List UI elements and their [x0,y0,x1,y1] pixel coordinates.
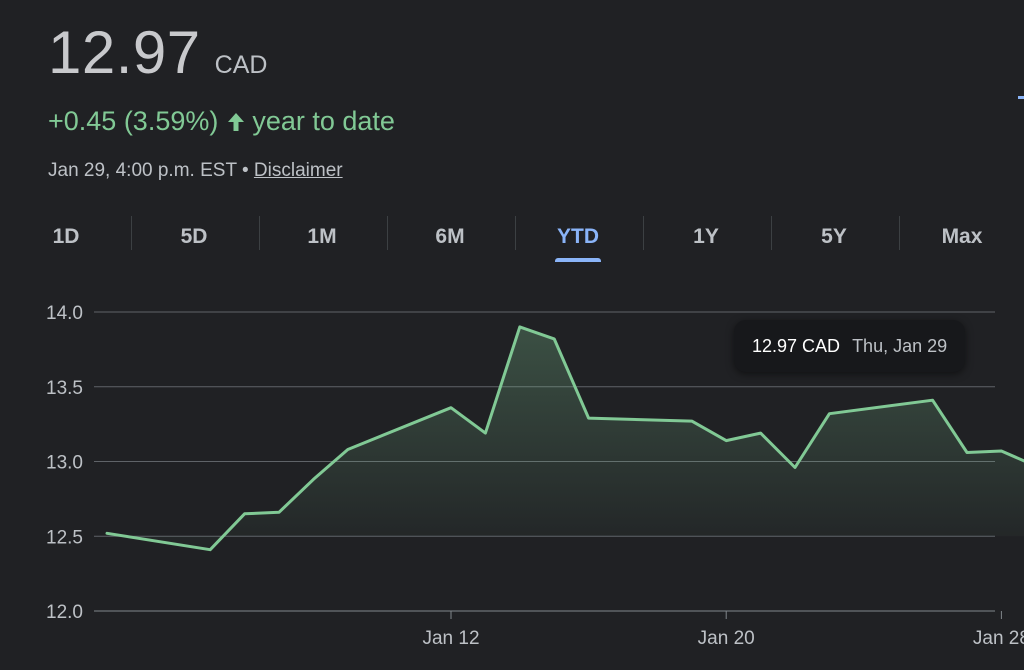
price-currency: CAD [214,51,268,79]
tab-separator [131,216,132,250]
tab-1y[interactable]: 1Y [693,225,719,248]
price-chart-svg: 12.0 12.5 13.0 13.5 14.0 Jan 12 Jan 20 Jan 28 [46,303,1024,649]
tab-6m[interactable]: 6M [435,225,465,248]
x-tick-label: Jan 12 [422,628,479,649]
tab-separator [259,216,260,250]
tab-separator [387,216,388,250]
tab-separator [771,216,772,250]
quote-meta: Jan 29, 4:00 p.m. EST • Disclaimer [48,160,343,182]
x-tick-label: Jan 20 [698,628,755,649]
price-tooltip: 12.97 CAD Thu, Jan 29 [734,320,966,372]
tab-1d[interactable]: 1D [52,225,80,248]
y-tick-label: 14.0 [46,303,83,324]
y-tick-label: 13.5 [46,378,83,399]
y-tick-label: 12.5 [46,527,83,548]
y-tick-label: 13.0 [46,453,83,474]
tab-separator [515,216,516,250]
arrow-up-icon [228,112,245,131]
change-period: year to date [252,106,395,136]
tab-ytd[interactable]: YTD [532,214,624,262]
current-price: 12.97 [48,19,201,86]
y-tick-label: 12.0 [46,602,83,623]
tab-5d[interactable]: 5D [180,225,208,248]
price-header: 12.97 CAD [48,18,267,87]
price-chart[interactable]: 12.0 12.5 13.0 13.5 14.0 Jan 12 Jan 20 Jan 28 [0,280,1024,670]
tab-separator [643,216,644,250]
change-value: +0.45 (3.59%) [48,106,219,136]
tooltip-price: 12.97 CAD [752,335,841,356]
tab-max[interactable]: Max [941,225,983,248]
series-area [107,326,1024,550]
price-change: +0.45 (3.59%) year to date [48,106,395,137]
meta-separator: • [241,160,249,181]
quote-timestamp: Jan 29, 4:00 p.m. EST [48,160,237,181]
edge-accent [1018,96,1024,99]
tooltip-date: Thu, Jan 29 [852,335,948,356]
range-tabs: 1D 5D 1M 6M YTD 1Y 5Y Max [0,214,1024,264]
series-line [105,325,1024,552]
tab-separator [899,216,900,250]
tab-1m[interactable]: 1M [307,225,337,248]
tab-5y[interactable]: 5Y [821,225,847,248]
disclaimer-link[interactable]: Disclaimer [253,160,343,181]
x-tick-label: Jan 28 [973,628,1024,649]
